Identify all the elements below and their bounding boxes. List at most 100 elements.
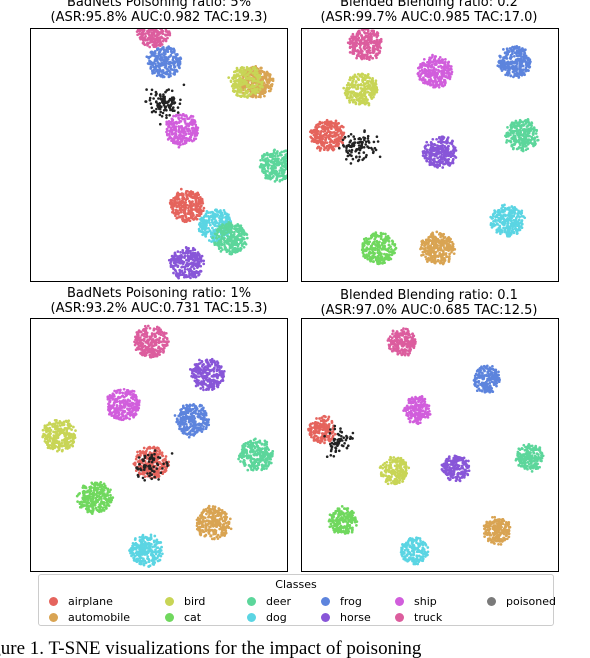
point-poisoned xyxy=(165,101,169,105)
point-poisoned xyxy=(162,109,166,112)
point-automobile xyxy=(444,248,448,251)
point-ship xyxy=(171,141,175,145)
point-deer xyxy=(264,163,268,166)
point-bird xyxy=(258,88,262,91)
point-ship xyxy=(427,70,431,74)
point-airplane xyxy=(179,187,183,191)
point-automobile xyxy=(448,245,451,249)
point-deer xyxy=(273,155,277,158)
point-frog xyxy=(172,51,176,54)
point-airplane xyxy=(322,135,325,138)
cluster-deer xyxy=(211,221,249,256)
point-deer xyxy=(505,138,509,142)
point-automobile xyxy=(266,85,270,88)
point-automobile xyxy=(424,242,427,246)
cluster-cat xyxy=(360,231,398,266)
point-horse xyxy=(180,269,183,273)
point-poisoned xyxy=(159,110,162,114)
point-bird xyxy=(357,102,361,106)
point-horse xyxy=(183,251,187,255)
point-automobile xyxy=(429,257,433,261)
point-automobile xyxy=(441,252,445,256)
point-deer xyxy=(219,250,223,253)
point-dog xyxy=(493,211,497,215)
point-dog xyxy=(523,216,527,220)
point-bird xyxy=(365,90,369,94)
point-dog xyxy=(512,230,516,234)
point-ship xyxy=(447,75,450,79)
point-deer xyxy=(530,121,533,124)
point-automobile xyxy=(267,81,271,84)
point-horse xyxy=(442,149,446,152)
point-bird xyxy=(373,91,376,95)
panel-title-blended-02: Blended Blending ratio: 0.2 (ASR:99.7% A… xyxy=(299,0,559,25)
point-poisoned xyxy=(371,151,375,155)
point-airplane xyxy=(325,123,329,127)
point-horse xyxy=(439,147,443,150)
point-automobile xyxy=(445,255,448,259)
point-frog xyxy=(157,70,161,73)
point-dog xyxy=(216,210,220,214)
point-bird xyxy=(243,91,247,95)
point-horse xyxy=(188,272,191,276)
point-dog xyxy=(500,207,503,210)
point-horse xyxy=(449,161,453,165)
point-ship xyxy=(437,83,441,87)
point-ship xyxy=(187,128,191,131)
point-cat xyxy=(381,232,385,236)
point-ship xyxy=(185,136,188,140)
point-automobile xyxy=(441,249,445,253)
point-deer xyxy=(264,169,267,173)
point-dog xyxy=(205,221,209,224)
point-bird xyxy=(261,80,264,84)
point-dog xyxy=(226,218,230,221)
point-airplane xyxy=(176,213,180,216)
point-airplane xyxy=(331,135,334,139)
point-bird xyxy=(243,88,247,91)
point-ship xyxy=(424,74,427,77)
point-poisoned xyxy=(148,96,152,100)
point-ship xyxy=(439,81,442,85)
point-bird xyxy=(371,93,374,97)
point-airplane xyxy=(174,208,178,212)
point-automobile xyxy=(265,73,269,77)
point-deer xyxy=(233,230,236,234)
point-dog xyxy=(198,221,202,225)
point-horse xyxy=(442,162,445,166)
point-deer xyxy=(262,155,265,159)
point-automobile xyxy=(451,245,455,249)
point-horse xyxy=(196,251,200,254)
point-bird xyxy=(351,76,355,80)
point-poisoned xyxy=(170,102,173,106)
point-airplane xyxy=(169,199,173,202)
point-truck xyxy=(160,29,164,32)
point-bird xyxy=(374,79,378,83)
point-bird xyxy=(248,68,252,72)
point-ship xyxy=(424,71,428,75)
point-deer xyxy=(265,151,269,155)
point-dog xyxy=(499,213,502,217)
point-horse xyxy=(441,135,445,139)
point-cat xyxy=(382,259,386,263)
point-ship xyxy=(429,83,433,87)
point-deer xyxy=(523,130,526,133)
point-deer xyxy=(512,146,515,150)
point-ship xyxy=(175,135,179,139)
point-truck xyxy=(138,30,142,33)
point-frog xyxy=(160,53,164,56)
point-poisoned xyxy=(355,148,358,151)
point-airplane xyxy=(190,192,194,195)
point-ship xyxy=(432,85,435,89)
point-bird xyxy=(227,76,231,79)
point-ship xyxy=(430,55,434,59)
point-bird xyxy=(368,76,372,80)
point-bird xyxy=(253,79,256,83)
cluster-deer xyxy=(504,118,540,153)
point-automobile xyxy=(433,252,436,255)
point-airplane xyxy=(309,130,313,134)
point-ship xyxy=(437,57,441,61)
point-ship xyxy=(193,119,196,122)
point-deer xyxy=(263,167,266,171)
point-ship xyxy=(189,135,193,138)
point-dog xyxy=(208,221,211,225)
